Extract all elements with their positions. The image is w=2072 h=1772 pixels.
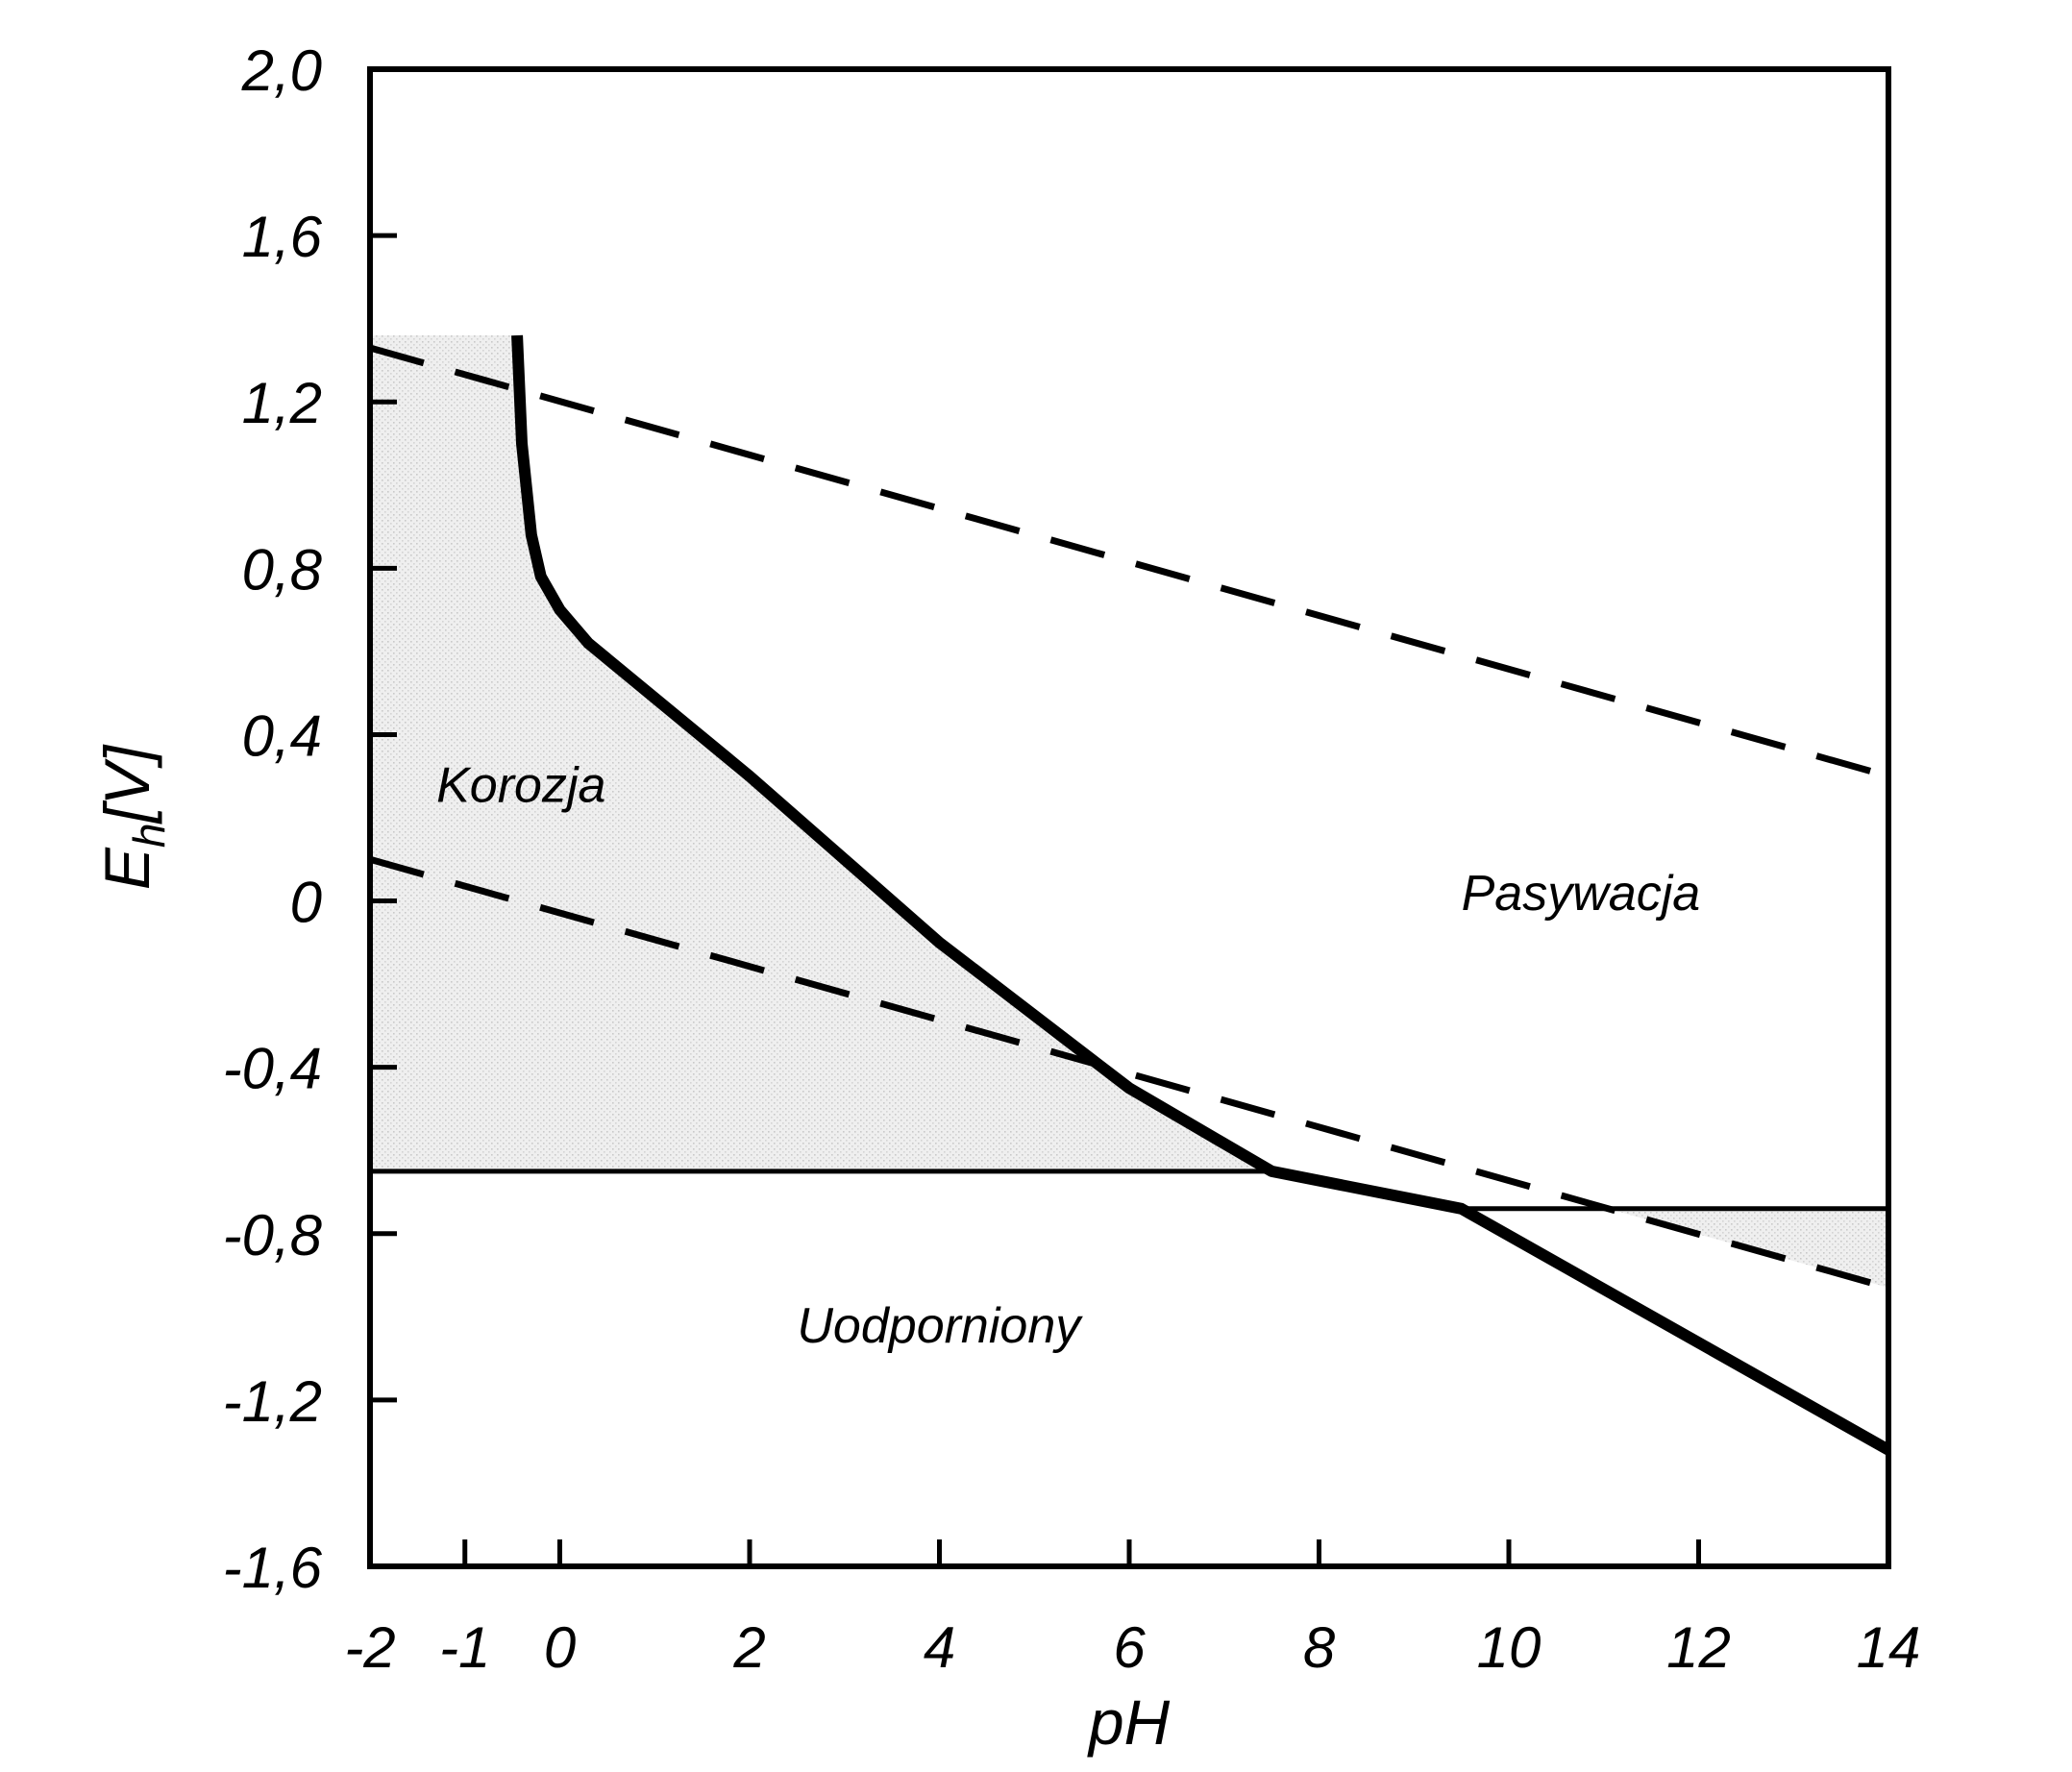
- x-tick-label: 8: [1303, 1615, 1336, 1680]
- x-tick-label: 0: [544, 1615, 576, 1680]
- x-tick-label: 6: [1113, 1615, 1146, 1680]
- region-labels: Korozja Pasywacja Uodporniony: [436, 757, 1700, 1354]
- y-axis-title-main: E: [91, 847, 162, 890]
- y-tick-label: -1,6: [223, 1536, 323, 1600]
- shaded-region-corrosion: [370, 334, 1272, 1171]
- x-tick-label: 2: [732, 1615, 765, 1680]
- passivation-boundary-line: [511, 334, 1891, 1456]
- boundary-lines: [369, 334, 1891, 1456]
- y-tick-label: 0,8: [242, 537, 323, 602]
- y-tick-label: 0: [290, 871, 322, 935]
- y-tick-label: -0,8: [223, 1203, 323, 1267]
- y-tick-label: 1,6: [242, 205, 323, 269]
- x-tick-label: 12: [1666, 1615, 1731, 1680]
- x-axis-title: pH: [1087, 1686, 1171, 1758]
- y-tick-label: -1,2: [223, 1369, 322, 1434]
- x-tick-label: -1: [439, 1615, 490, 1680]
- y-tick-label: 2,0: [241, 38, 322, 103]
- y-axis: 2,0 1,6 1,2 0,8 0,4 0 -0,4 -0,8 -1,2 -1,6: [223, 38, 397, 1600]
- x-tick-label: 10: [1477, 1615, 1542, 1680]
- x-tick-label: -2: [344, 1615, 395, 1680]
- region-label-pasywacja: Pasywacja: [1462, 866, 1701, 922]
- y-axis-title-sub: h: [124, 824, 174, 849]
- x-tick-label: 4: [924, 1615, 955, 1680]
- y-tick-label: 1,2: [242, 371, 322, 435]
- y-tick-label: -0,4: [223, 1037, 322, 1101]
- region-label-uodporniony: Uodporniony: [797, 1298, 1083, 1354]
- y-axis-title: Eh[V]: [91, 744, 174, 890]
- x-tick-label: 14: [1857, 1615, 1921, 1680]
- y-tick-label: 0,4: [242, 703, 322, 768]
- x-axis: -2 -1 0 2 4 6 8 10 12 14: [344, 1539, 1920, 1680]
- region-label-korozja: Korozja: [436, 757, 605, 813]
- y-axis-title-unit: [V]: [91, 744, 162, 824]
